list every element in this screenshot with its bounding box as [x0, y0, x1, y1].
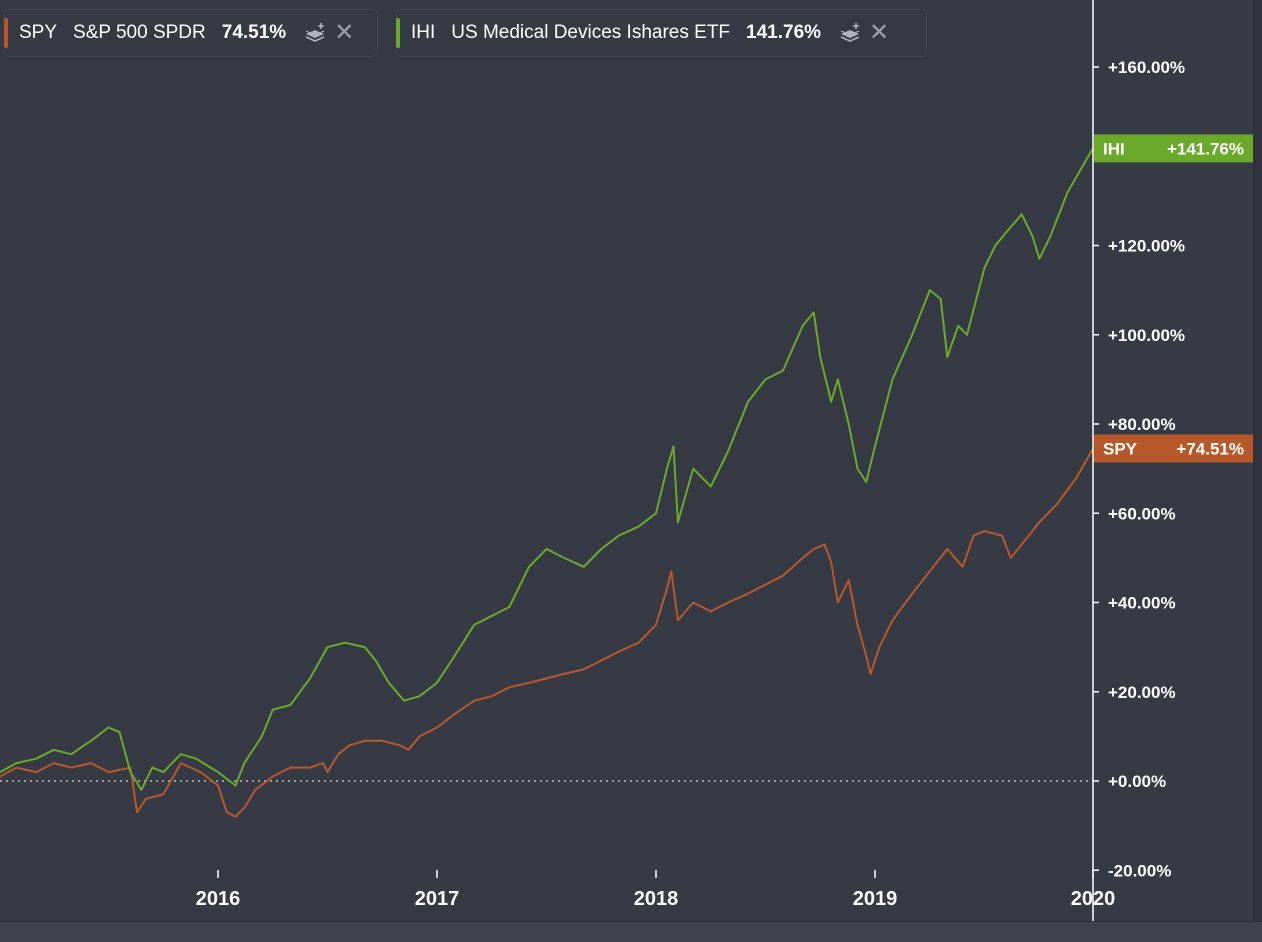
- x-tick-label: 2018: [634, 888, 679, 910]
- y-tick-label: +0.00%: [1108, 772, 1166, 791]
- bottom-toolbar: [0, 921, 1262, 942]
- add-layer-icon[interactable]: [304, 22, 326, 44]
- price-tag-symbol: SPY: [1103, 439, 1138, 458]
- close-icon[interactable]: ✕: [334, 19, 355, 46]
- x-tick-label: 2016: [196, 888, 241, 910]
- legend-name: US Medical Devices Ishares ETF: [451, 22, 731, 43]
- y-tick-label: +40.00%: [1108, 594, 1176, 613]
- y-tick-label: +80.00%: [1108, 415, 1176, 434]
- price-tag-bg: [1094, 434, 1253, 463]
- y-axis-ticks: +160.00% +120.00% +100.00% +80.00% +60.00% +4…: [1093, 58, 1185, 880]
- legend-chip-spy[interactable]: SPY S&P 500 SPDR 74.51% ✕: [4, 9, 378, 57]
- legend-symbol: IHI: [411, 22, 436, 43]
- legend-percent: 74.51%: [221, 22, 287, 43]
- legend-chip-ihi[interactable]: IHI US Medical Devices Ishares ETF 141.7…: [396, 9, 927, 57]
- y-tick-label: +20.00%: [1108, 683, 1176, 702]
- add-layer-icon[interactable]: [839, 22, 861, 44]
- series-lines: [0, 147, 1094, 818]
- legend-accent-ihi: [396, 18, 400, 48]
- series-line-spy: [0, 448, 1094, 818]
- price-tag-value: +74.51%: [1176, 439, 1244, 458]
- close-icon[interactable]: ✕: [869, 19, 890, 46]
- y-tick-label: +160.00%: [1108, 58, 1185, 77]
- price-tag-value: +141.76%: [1167, 139, 1244, 158]
- x-axis-ticks: 2016 2017 2018 2019 2020: [196, 870, 1116, 910]
- price-tag-bg: [1094, 134, 1253, 163]
- legend-accent-spy: [4, 18, 8, 48]
- price-tags: IHI +141.76% SPY +74.51%: [1094, 134, 1253, 463]
- right-scroll-strip[interactable]: [1253, 0, 1262, 921]
- x-tick-label: 2019: [853, 888, 898, 910]
- y-tick-label: +60.00%: [1108, 504, 1176, 523]
- x-tick-label: 2017: [415, 888, 460, 910]
- legend-percent: 141.76%: [746, 22, 822, 43]
- legend-symbol: SPY: [19, 22, 58, 43]
- price-tag-ihi: IHI +141.76%: [1094, 134, 1253, 163]
- legend-name: S&P 500 SPDR: [73, 22, 206, 43]
- x-tick-label: 2020: [1071, 888, 1116, 910]
- series-line-ihi: [0, 147, 1094, 791]
- price-tag-symbol: IHI: [1103, 139, 1125, 158]
- y-tick-label: -20.00%: [1108, 861, 1171, 880]
- y-tick-label: +120.00%: [1108, 237, 1185, 256]
- y-tick-label: +100.00%: [1108, 326, 1185, 345]
- price-tag-spy: SPY +74.51%: [1094, 434, 1253, 463]
